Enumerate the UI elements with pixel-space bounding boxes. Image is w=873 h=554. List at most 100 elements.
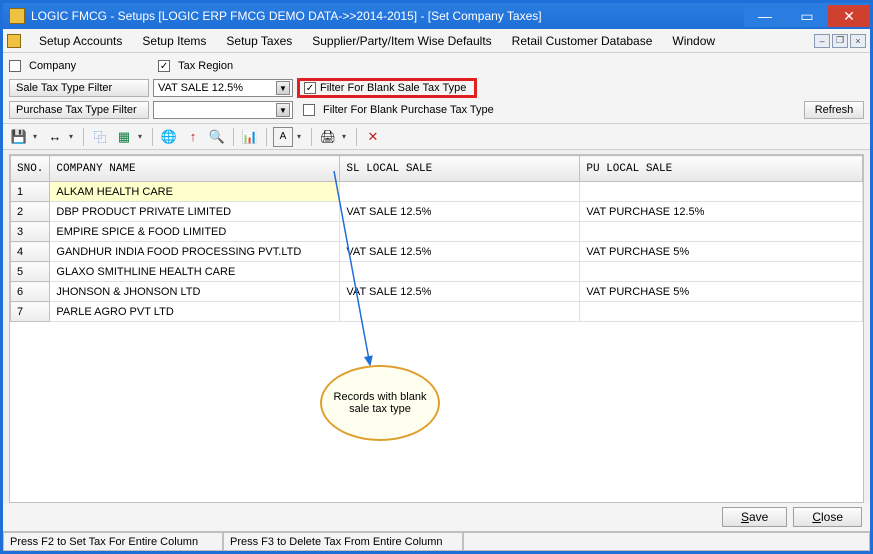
- table-row[interactable]: 1ALKAM HEALTH CARE: [11, 182, 863, 202]
- status-f2: Press F2 to Set Tax For Entire Column: [3, 532, 223, 551]
- refresh-button[interactable]: Refresh: [804, 101, 864, 119]
- callout-text: Records with blank sale tax type: [330, 391, 430, 415]
- mdi-restore-icon[interactable]: ❐: [832, 34, 848, 48]
- cell-pu-local-sale[interactable]: VAT PURCHASE 5%: [580, 242, 863, 262]
- cell-company-name[interactable]: DBP PRODUCT PRIVATE LIMITED: [50, 202, 340, 222]
- cell-sno: 2: [11, 202, 50, 222]
- cell-sno: 7: [11, 302, 50, 322]
- window-title: LOGIC FMCG - Setups [LOGIC ERP FMCG DEMO…: [31, 9, 744, 23]
- cell-sl-local-sale[interactable]: [340, 302, 580, 322]
- table-row[interactable]: 5GLAXO SMITHLINE HEALTH CARE: [11, 262, 863, 282]
- table-row[interactable]: 3EMPIRE SPICE & FOOD LIMITED: [11, 222, 863, 242]
- globe-icon[interactable]: 🌐: [159, 127, 179, 147]
- menu-retail-db[interactable]: Retail Customer Database: [502, 32, 663, 50]
- purchase-tax-filter-button[interactable]: Purchase Tax Type Filter: [9, 101, 149, 119]
- cell-company-name[interactable]: EMPIRE SPICE & FOOD LIMITED: [50, 222, 340, 242]
- cell-pu-local-sale[interactable]: [580, 262, 863, 282]
- print-icon[interactable]: 🖨: [318, 127, 338, 147]
- cell-sno: 4: [11, 242, 50, 262]
- blank-purchase-label: Filter For Blank Purchase Tax Type: [319, 104, 498, 116]
- mdi-minimize-icon[interactable]: –: [814, 34, 830, 48]
- menu-setup-taxes[interactable]: Setup Taxes: [216, 32, 302, 50]
- col-sl-local-sale[interactable]: SL LOCAL SALE: [340, 156, 580, 182]
- cell-sno: 6: [11, 282, 50, 302]
- cell-company-name[interactable]: GLAXO SMITHLINE HEALTH CARE: [50, 262, 340, 282]
- cell-company-name[interactable]: GANDHUR INDIA FOOD PROCESSING PVT.LTD: [50, 242, 340, 262]
- chevron-down-icon[interactable]: ▼: [276, 81, 290, 95]
- col-pu-local-sale[interactable]: PU LOCAL SALE: [580, 156, 863, 182]
- sale-tax-filter-button[interactable]: Sale Tax Type Filter: [9, 79, 149, 97]
- cell-sl-local-sale[interactable]: VAT SALE 12.5%: [340, 282, 580, 302]
- cell-sl-local-sale[interactable]: [340, 182, 580, 202]
- font-icon[interactable]: A: [273, 127, 293, 147]
- dropdown-icon[interactable]: ▾: [69, 132, 77, 141]
- cell-sno: 5: [11, 262, 50, 282]
- cell-sl-local-sale[interactable]: [340, 222, 580, 242]
- cell-sl-local-sale[interactable]: VAT SALE 12.5%: [340, 242, 580, 262]
- dropdown-icon[interactable]: ▾: [33, 132, 41, 141]
- close-button[interactable]: Close: [793, 507, 862, 527]
- company-checkbox[interactable]: [9, 60, 21, 72]
- cell-sl-local-sale[interactable]: [340, 262, 580, 282]
- menu-window[interactable]: Window: [662, 32, 725, 50]
- fit-icon[interactable]: ↔: [45, 127, 65, 147]
- save-button[interactable]: Save: [722, 507, 787, 527]
- cell-sno: 1: [11, 182, 50, 202]
- cell-pu-local-sale[interactable]: VAT PURCHASE 5%: [580, 282, 863, 302]
- save-label: ave: [749, 510, 768, 524]
- cell-sno: 3: [11, 222, 50, 242]
- dropdown-icon[interactable]: ▾: [297, 132, 305, 141]
- table-row[interactable]: 6JHONSON & JHONSON LTDVAT SALE 12.5%VAT …: [11, 282, 863, 302]
- blank-purchase-checkbox[interactable]: [303, 104, 315, 116]
- copy-icon[interactable]: ⿻: [90, 127, 110, 147]
- maximize-button[interactable]: ▭: [786, 5, 828, 27]
- status-empty: [463, 532, 870, 551]
- grid-header-row: SNO. COMPANY NAME SL LOCAL SALE PU LOCAL…: [11, 156, 863, 182]
- cell-pu-local-sale[interactable]: [580, 182, 863, 202]
- table-row[interactable]: 2DBP PRODUCT PRIVATE LIMITEDVAT SALE 12.…: [11, 202, 863, 222]
- save-icon[interactable]: 💾: [9, 127, 29, 147]
- table-row[interactable]: 4GANDHUR INDIA FOOD PROCESSING PVT.LTDVA…: [11, 242, 863, 262]
- menu-supplier-defaults[interactable]: Supplier/Party/Item Wise Defaults: [302, 32, 501, 50]
- minimize-button[interactable]: —: [744, 5, 786, 27]
- cell-company-name[interactable]: PARLE AGRO PVT LTD: [50, 302, 340, 322]
- chart-icon[interactable]: 📊: [240, 127, 260, 147]
- chevron-down-icon[interactable]: ▼: [276, 103, 290, 117]
- cell-sl-local-sale[interactable]: VAT SALE 12.5%: [340, 202, 580, 222]
- cell-pu-local-sale[interactable]: VAT PURCHASE 12.5%: [580, 202, 863, 222]
- sale-tax-combo[interactable]: VAT SALE 12.5% ▼: [153, 79, 293, 97]
- excel-icon[interactable]: ▦: [114, 127, 134, 147]
- title-bar: LOGIC FMCG - Setups [LOGIC ERP FMCG DEMO…: [3, 3, 870, 29]
- col-company-name[interactable]: COMPANY NAME: [50, 156, 340, 182]
- delete-icon[interactable]: ✕: [363, 127, 383, 147]
- dropdown-icon[interactable]: ▾: [138, 132, 146, 141]
- purchase-tax-combo[interactable]: ▼: [153, 101, 293, 119]
- data-grid: SNO. COMPANY NAME SL LOCAL SALE PU LOCAL…: [9, 154, 864, 503]
- menu-setup-items[interactable]: Setup Items: [132, 32, 216, 50]
- menu-setup-accounts[interactable]: Setup Accounts: [29, 32, 132, 50]
- dropdown-icon[interactable]: ▾: [342, 132, 350, 141]
- toolbar: 💾 ▾ ↔ ▾ ⿻ ▦ ▾ 🌐 ↑ 🔍 📊 A ▾ 🖨 ▾ ✕: [3, 124, 870, 150]
- mdi-close-icon[interactable]: ×: [850, 34, 866, 48]
- blank-sale-highlight: ✓ Filter For Blank Sale Tax Type: [297, 78, 477, 98]
- blank-sale-checkbox[interactable]: ✓: [304, 82, 316, 94]
- taxregion-checkbox[interactable]: ✓: [158, 60, 170, 72]
- taxregion-label: Tax Region: [174, 60, 237, 72]
- cell-pu-local-sale[interactable]: [580, 302, 863, 322]
- find-icon[interactable]: 🔍: [207, 127, 227, 147]
- close-button[interactable]: ✕: [828, 5, 870, 27]
- callout-bubble: Records with blank sale tax type: [320, 365, 440, 441]
- up-arrow-icon[interactable]: ↑: [183, 127, 203, 147]
- table-row[interactable]: 7PARLE AGRO PVT LTD: [11, 302, 863, 322]
- app-icon: [9, 8, 25, 24]
- bottom-bar: Save Close: [3, 503, 870, 531]
- filter-panel: Company ✓ Tax Region Sale Tax Type Filte…: [3, 53, 870, 124]
- company-label: Company: [25, 60, 80, 72]
- status-bar: Press F2 to Set Tax For Entire Column Pr…: [3, 531, 870, 551]
- close-label: lose: [821, 510, 843, 524]
- cell-company-name[interactable]: JHONSON & JHONSON LTD: [50, 282, 340, 302]
- cell-company-name[interactable]: ALKAM HEALTH CARE: [50, 182, 340, 202]
- cell-pu-local-sale[interactable]: [580, 222, 863, 242]
- col-sno[interactable]: SNO.: [11, 156, 50, 182]
- app-icon-small: [7, 34, 21, 48]
